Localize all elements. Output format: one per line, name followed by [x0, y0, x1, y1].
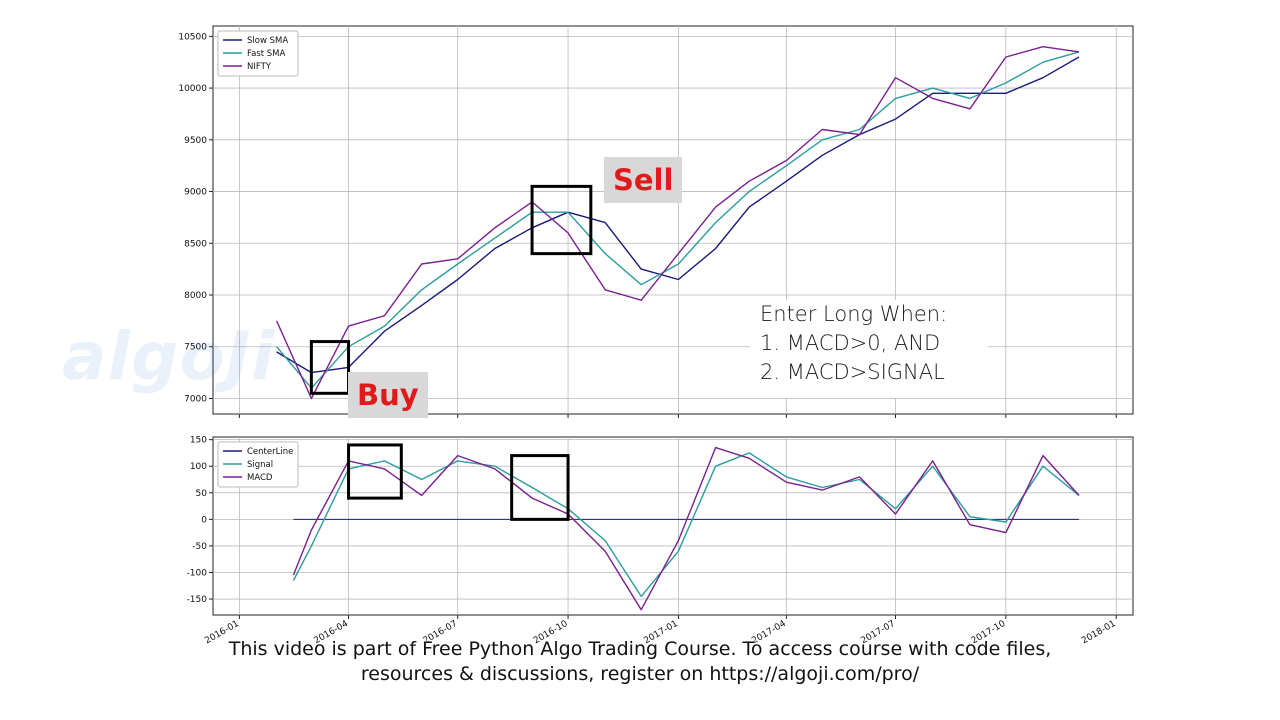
y-tick-label: 9000 [184, 188, 207, 198]
price-panel: 7000 7500 8000 8500 9000 9500 10000 10500 Slow S… [178, 25, 1134, 418]
series-line-macd [292, 446, 1080, 611]
series-line-nifty [275, 46, 1080, 400]
legend-frame [217, 30, 299, 77]
sell-label: Sell [604, 157, 683, 203]
highlight-box [530, 184, 593, 256]
legend-entry: CenterLine [247, 447, 293, 457]
highlight-box [347, 443, 403, 500]
watermark-logo: algoJi [62, 318, 275, 395]
y-tick-label: 0 [201, 515, 207, 525]
y-tick-label: 10000 [178, 84, 207, 94]
y-tick-label: 150 [190, 436, 207, 446]
y-tick-label: 8500 [184, 239, 207, 249]
legend-entry: Fast SMA [247, 49, 286, 59]
rule-item-2: 2. MACD>SIGNAL [760, 360, 945, 384]
video-caption: This video is part of Free Python Algo T… [0, 637, 1280, 687]
y-tick-label: 100 [190, 462, 207, 472]
series-line-fast-sma [276, 51, 1080, 389]
highlight-box [309, 340, 351, 395]
y-tick-label: 9500 [184, 136, 207, 146]
y-tick-label: -100 [187, 568, 208, 578]
y-tick-label: 7500 [184, 343, 207, 353]
y-tick-label: 50 [196, 489, 208, 499]
buy-label: Buy [348, 372, 428, 418]
series-line-slow-sma [276, 56, 1080, 374]
legend-entry: NIFTY [247, 62, 272, 72]
highlight-box [510, 454, 570, 521]
series-line-signal [292, 452, 1080, 598]
legend-entry: MACD [247, 473, 273, 483]
rule-title: Enter Long When: [760, 302, 948, 326]
y-tick-label: -50 [192, 542, 207, 552]
legend: Slow SMA Fast SMA NIFTY [217, 30, 299, 77]
entry-rule-box: Enter Long When: 1. MACD>0, AND 2. MACD>… [750, 300, 988, 398]
rule-item-1: 1. MACD>0, AND [760, 331, 941, 355]
y-tick-label: -150 [187, 595, 208, 605]
legend: CenterLine Signal MACD [217, 441, 299, 488]
legend-entry: Signal [247, 460, 273, 470]
caption-line-1: This video is part of Free Python Algo T… [228, 638, 1052, 660]
caption-line-2: resources & discussions, register on htt… [360, 663, 920, 685]
legend-entry: Slow SMA [247, 36, 288, 46]
legend-frame [217, 441, 299, 488]
y-tick-label: 8000 [184, 291, 207, 301]
plot-frame [212, 25, 1134, 415]
plot-frame [212, 436, 1134, 616]
y-tick-label: 7000 [184, 394, 207, 404]
y-tick-label: 10500 [178, 32, 207, 42]
